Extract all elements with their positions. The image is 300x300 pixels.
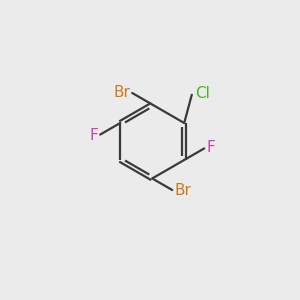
Text: Br: Br <box>113 85 130 100</box>
Text: Cl: Cl <box>195 86 210 101</box>
Text: Br: Br <box>175 183 191 198</box>
Text: F: F <box>89 128 98 143</box>
Text: F: F <box>206 140 215 155</box>
